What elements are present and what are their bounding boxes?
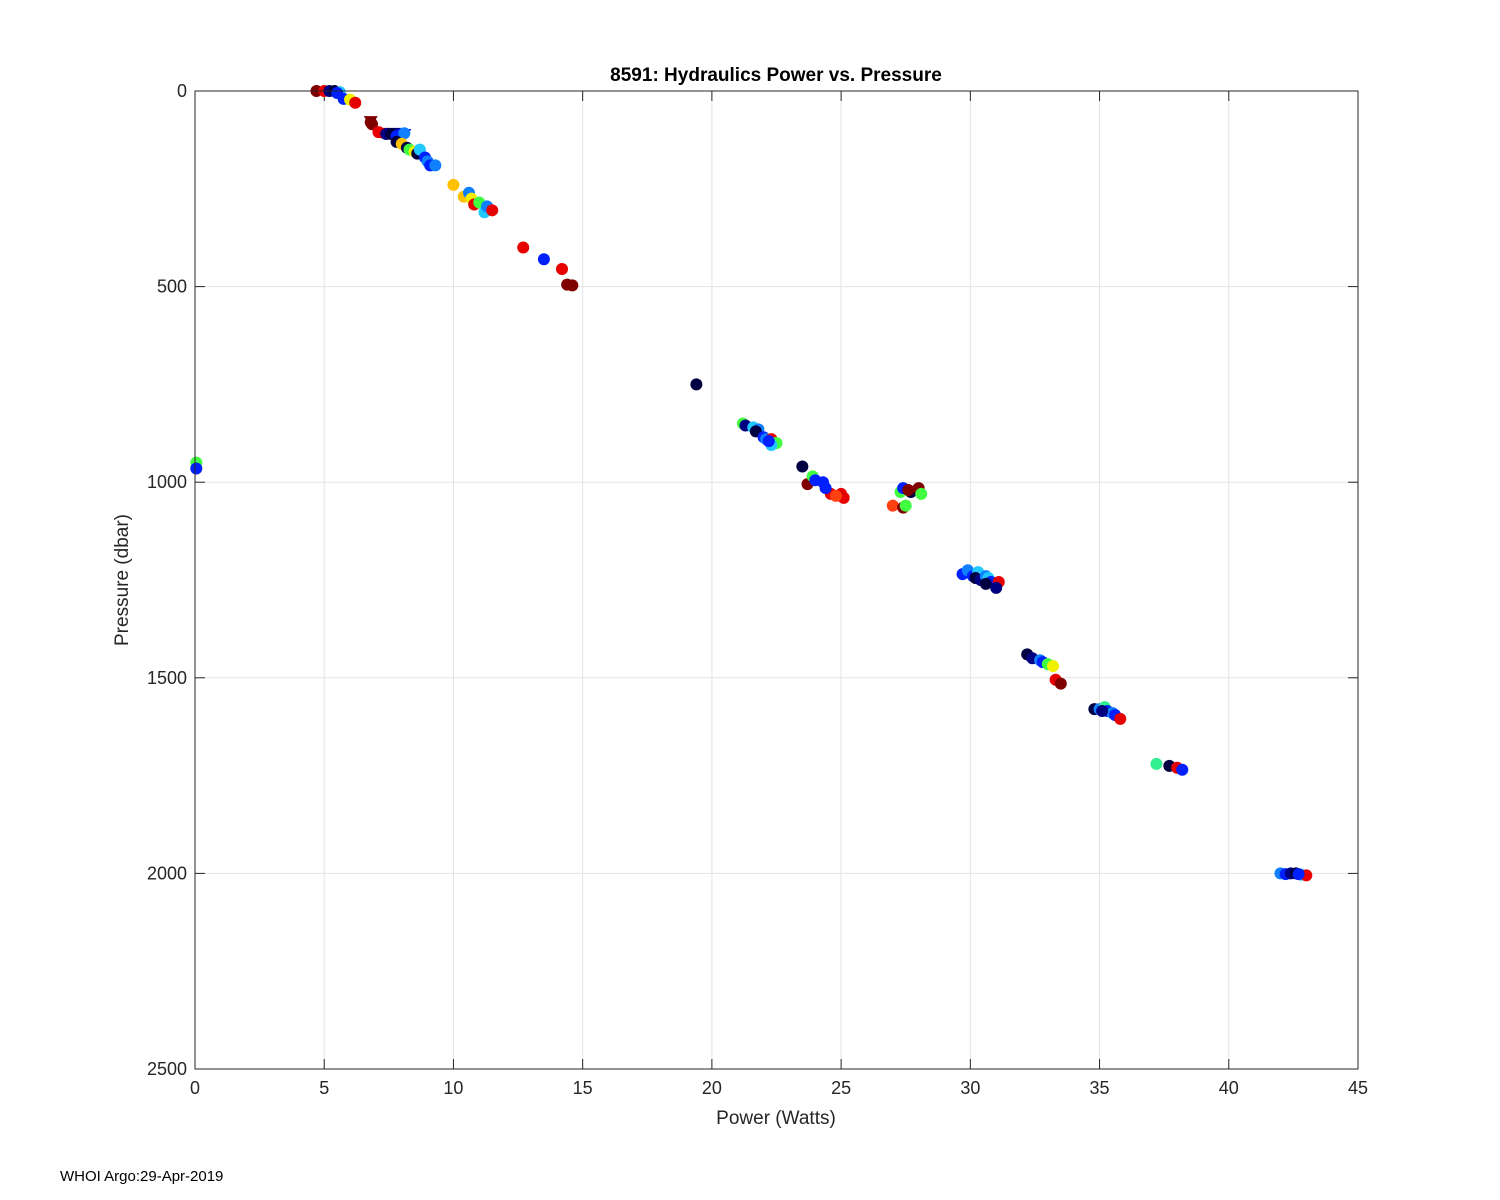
data-point bbox=[690, 378, 703, 391]
data-points bbox=[190, 85, 1313, 882]
x-tick-label: 20 bbox=[702, 1078, 722, 1098]
data-point bbox=[517, 241, 530, 254]
data-point bbox=[429, 159, 442, 172]
plot-frame bbox=[194, 90, 1359, 1070]
data-point bbox=[1176, 763, 1189, 776]
data-point bbox=[796, 460, 809, 473]
x-tick-label: 45 bbox=[1348, 1078, 1368, 1098]
data-point bbox=[990, 581, 1003, 594]
x-tick-label: 40 bbox=[1219, 1078, 1239, 1098]
data-point bbox=[1150, 757, 1163, 770]
data-point bbox=[902, 484, 915, 497]
y-tick-label: 0 bbox=[177, 81, 187, 101]
axis-ticks: 0 5 10 15 20 25 30 35 40 45 0 500 1000 1500 2000 2500 bbox=[147, 81, 1368, 1098]
x-tick-label: 35 bbox=[1090, 1078, 1110, 1098]
data-point bbox=[762, 435, 775, 448]
x-tick-label: 30 bbox=[960, 1078, 980, 1098]
x-tick-label: 0 bbox=[190, 1078, 200, 1098]
plot-background bbox=[195, 91, 1358, 1069]
data-point bbox=[398, 127, 411, 140]
x-tick-label: 10 bbox=[443, 1078, 463, 1098]
x-tick-label: 5 bbox=[319, 1078, 329, 1098]
x-tick-label: 25 bbox=[831, 1078, 851, 1098]
data-point bbox=[829, 489, 842, 502]
data-point bbox=[555, 262, 568, 275]
chart-title: 8591: Hydraulics Power vs. Pressure bbox=[610, 65, 942, 86]
data-point bbox=[1292, 868, 1305, 881]
data-point bbox=[566, 279, 579, 292]
data-point bbox=[979, 577, 992, 590]
data-point bbox=[1096, 705, 1109, 718]
footer-credit: WHOI Argo:29-Apr-2019 bbox=[60, 1168, 224, 1185]
data-point bbox=[886, 499, 899, 512]
y-tick-label: 2000 bbox=[147, 863, 187, 883]
data-point bbox=[1114, 712, 1127, 725]
data-point bbox=[190, 462, 203, 475]
x-axis-label: Power (Watts) bbox=[716, 1108, 836, 1129]
data-point bbox=[1047, 660, 1060, 673]
y-tick-label: 1500 bbox=[147, 668, 187, 688]
data-point bbox=[447, 178, 460, 191]
data-point bbox=[899, 499, 912, 512]
x-tick-label: 15 bbox=[573, 1078, 593, 1098]
y-tick-label: 2500 bbox=[147, 1059, 187, 1079]
data-point bbox=[537, 253, 550, 266]
data-point bbox=[819, 482, 832, 495]
data-point bbox=[486, 204, 499, 217]
y-tick-label: 1000 bbox=[147, 472, 187, 492]
data-point bbox=[915, 487, 928, 500]
data-point bbox=[349, 96, 362, 109]
y-tick-label: 500 bbox=[157, 277, 187, 297]
data-point bbox=[1054, 677, 1067, 690]
y-axis-label: Pressure (dbar) bbox=[112, 514, 133, 646]
